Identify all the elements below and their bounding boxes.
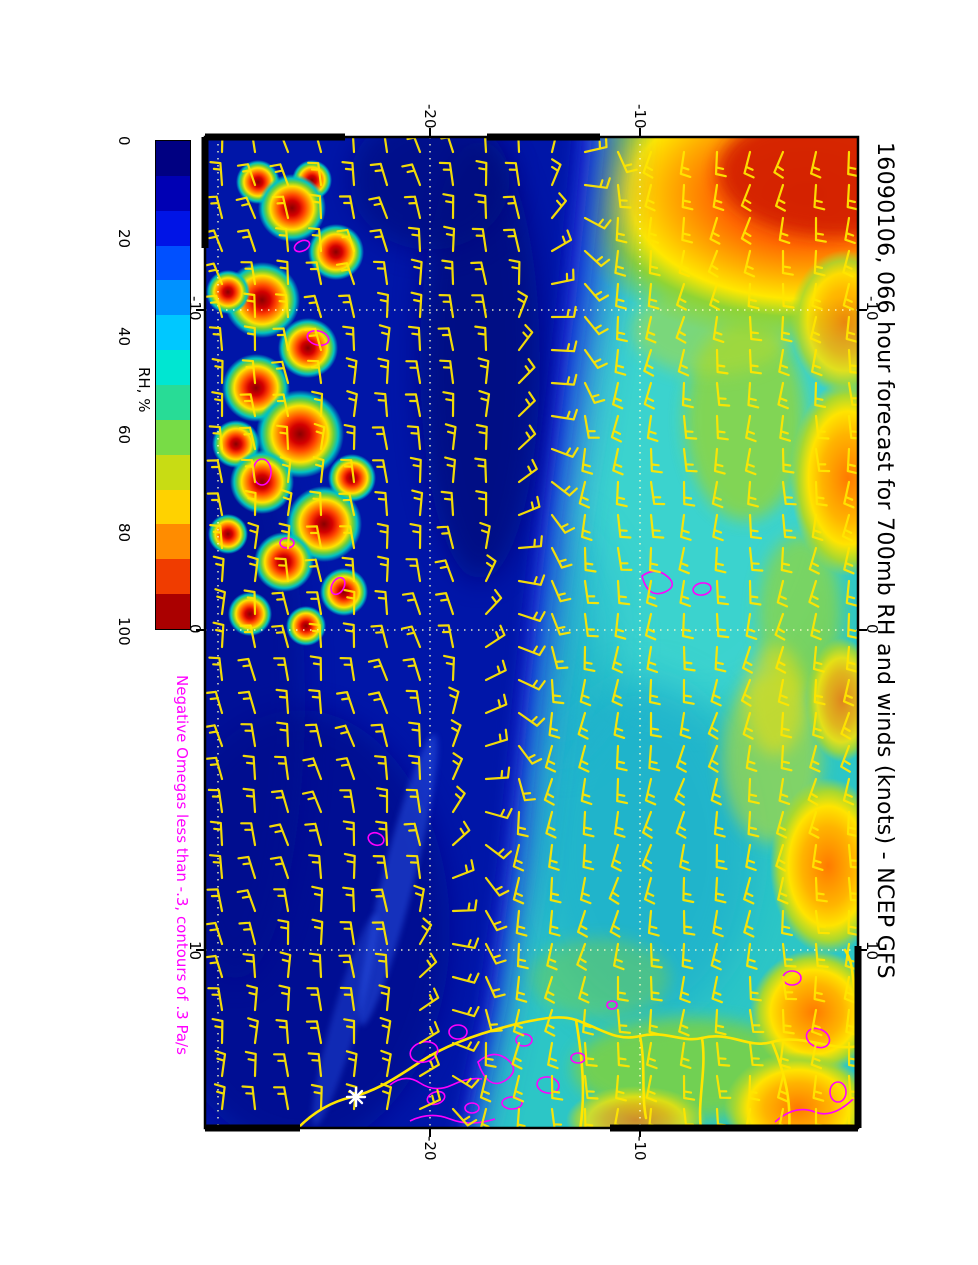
y-tick-label-left: 10 xyxy=(186,941,204,961)
colorbar-tick-label: 100 xyxy=(115,617,133,646)
convective-cells xyxy=(206,160,376,646)
colorbar-tick-label: 40 xyxy=(115,327,133,347)
colorbar-strip xyxy=(156,141,190,630)
rh-fill-field xyxy=(205,137,858,1128)
colorbar-tick-label: 20 xyxy=(115,229,133,249)
station-marker xyxy=(345,1086,367,1108)
omega-caption: Negative Omegas less than -.3, contours … xyxy=(173,675,191,1055)
colorbar-tick-label: 60 xyxy=(115,425,133,445)
y-tick-label-right: 10 xyxy=(863,941,881,961)
y-tick-label-right: 0 xyxy=(863,624,881,634)
axis-ticks xyxy=(196,128,867,1137)
colorbar xyxy=(155,140,191,630)
y-tick-label-left: 0 xyxy=(186,624,204,634)
colorbar-tick-label: 80 xyxy=(115,523,133,543)
map-frame xyxy=(196,128,867,1137)
x-tick-label-bottom: -20 xyxy=(421,1136,439,1161)
colorbar-unit-label: RH, % xyxy=(135,367,153,413)
colorbar-tick-label: 0 xyxy=(115,136,133,146)
x-tick-label-top: -20 xyxy=(421,104,439,129)
x-tick-label-bottom: -10 xyxy=(631,1136,649,1161)
y-tick-label-left: -10 xyxy=(186,296,204,321)
y-tick-label-right: -10 xyxy=(863,296,881,321)
plot-title: 16090106, 066 hour forecast for 700mb RH… xyxy=(872,142,897,979)
x-tick-label-top: -10 xyxy=(631,104,649,129)
wind-barbs-layer xyxy=(205,137,858,1128)
